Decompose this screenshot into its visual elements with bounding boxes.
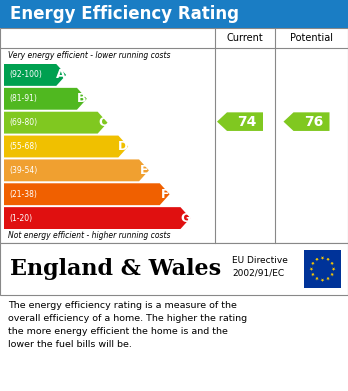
Text: G: G (180, 212, 190, 224)
Bar (304, 250, 341, 288)
Text: Energy Efficiency Rating: Energy Efficiency Rating (10, 5, 239, 23)
Polygon shape (284, 112, 330, 131)
Polygon shape (311, 262, 315, 265)
Polygon shape (309, 267, 313, 271)
Polygon shape (326, 277, 330, 281)
Text: Very energy efficient - lower running costs: Very energy efficient - lower running co… (8, 50, 171, 59)
Polygon shape (332, 267, 335, 271)
Text: B: B (77, 92, 87, 105)
Polygon shape (4, 88, 87, 110)
Polygon shape (321, 278, 324, 282)
Text: (21-38): (21-38) (9, 190, 37, 199)
Polygon shape (330, 273, 334, 276)
Text: C: C (98, 116, 107, 129)
Text: (92-100): (92-100) (9, 70, 42, 79)
Polygon shape (4, 112, 108, 134)
Text: F: F (160, 188, 169, 201)
Text: EU Directive
2002/91/EC: EU Directive 2002/91/EC (232, 256, 288, 278)
Polygon shape (326, 258, 330, 262)
Text: The energy efficiency rating is a measure of the: The energy efficiency rating is a measur… (8, 301, 237, 310)
Polygon shape (4, 183, 169, 205)
Bar (0, 243, 348, 295)
Text: overall efficiency of a home. The higher the rating: overall efficiency of a home. The higher… (8, 314, 247, 323)
Text: D: D (118, 140, 128, 153)
Polygon shape (315, 258, 319, 262)
Polygon shape (311, 273, 315, 276)
Polygon shape (315, 277, 319, 281)
Text: the more energy efficient the home is and the: the more energy efficient the home is an… (8, 327, 228, 336)
Text: Not energy efficient - higher running costs: Not energy efficient - higher running co… (8, 231, 171, 240)
Text: lower the fuel bills will be.: lower the fuel bills will be. (8, 340, 132, 349)
Polygon shape (321, 256, 324, 260)
Text: Potential: Potential (290, 33, 333, 43)
Text: E: E (140, 164, 148, 177)
Text: (39-54): (39-54) (9, 166, 37, 175)
Polygon shape (4, 64, 66, 86)
Text: (55-68): (55-68) (9, 142, 37, 151)
Text: Current: Current (227, 33, 263, 43)
Polygon shape (330, 262, 334, 265)
Text: A: A (56, 68, 66, 81)
Polygon shape (4, 160, 149, 181)
Text: England & Wales: England & Wales (10, 258, 221, 280)
Polygon shape (4, 207, 190, 229)
Bar (0, 28, 348, 243)
Text: (1-20): (1-20) (9, 213, 32, 222)
Bar (0, 0, 348, 28)
Text: (81-91): (81-91) (9, 94, 37, 103)
Text: (69-80): (69-80) (9, 118, 37, 127)
Text: 74: 74 (237, 115, 257, 129)
Polygon shape (217, 112, 263, 131)
Polygon shape (4, 136, 128, 158)
Text: 76: 76 (304, 115, 323, 129)
